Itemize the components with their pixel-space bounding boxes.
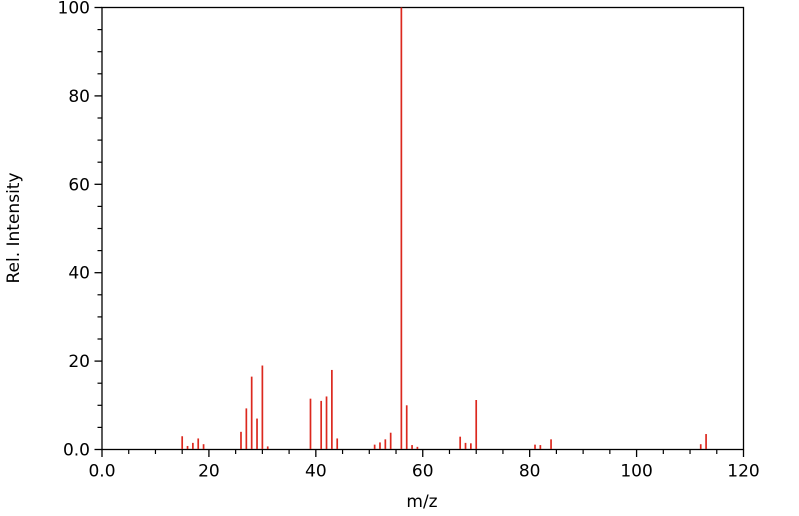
x-tick-label: 40 (305, 462, 327, 482)
x-tick-label: 0.0 (88, 462, 115, 482)
spectrum-peaks (181, 7, 707, 449)
axis-ticks: 0.0 20 40 60 80 100 120 0.0 20 40 60 80 100 (58, 0, 760, 482)
plot-frame (101, 6, 745, 451)
y-tick-label: 40 (68, 264, 90, 284)
x-tick-label: 120 (727, 462, 759, 482)
x-axis-label: m/z (406, 492, 437, 512)
x-tick-label: 60 (412, 462, 434, 482)
plot-border (101, 6, 745, 451)
x-tick-label: 20 (198, 462, 220, 482)
y-tick-label: 0.0 (63, 441, 90, 461)
y-tick-label: 80 (68, 87, 90, 107)
x-tick-label: 100 (620, 462, 652, 482)
y-tick-label: 20 (68, 352, 90, 372)
y-tick-label: 60 (68, 175, 90, 195)
axis-labels: m/z Rel. Intensity (4, 172, 438, 512)
y-tick-label: 100 (58, 0, 90, 19)
y-axis-label: Rel. Intensity (4, 172, 24, 283)
x-tick-label: 80 (519, 462, 541, 482)
